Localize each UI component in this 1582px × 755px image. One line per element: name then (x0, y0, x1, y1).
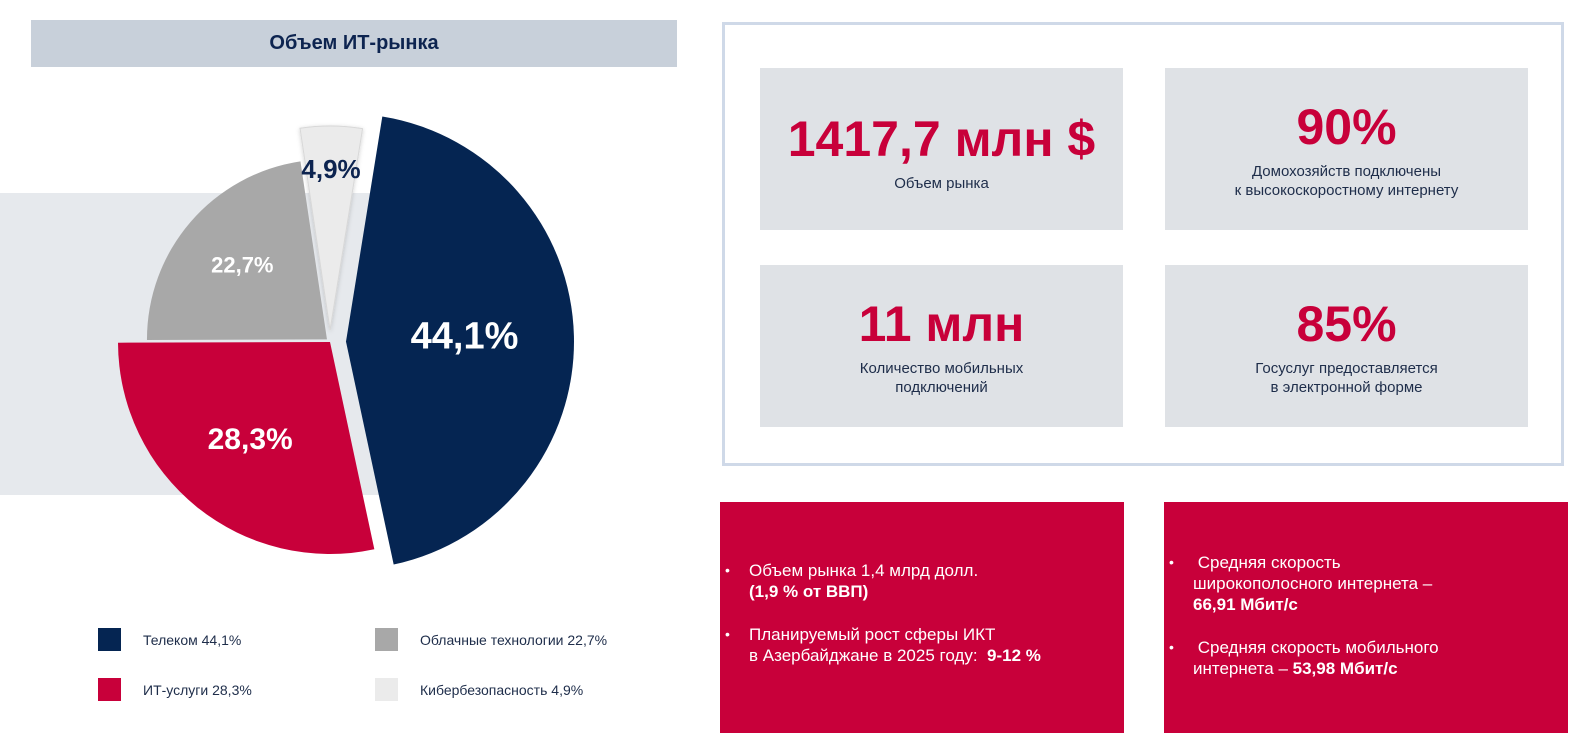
stat-value: 85% (1296, 296, 1397, 352)
stat-label: Количество мобильных подключений (859, 360, 1024, 396)
info-bullet: Объем рынка 1,4 млрд долл. (1,9 % от ВВП… (720, 560, 1124, 602)
legend-swatch-cloud (375, 628, 398, 651)
stat-value: 1417,7 млн $ (787, 111, 1096, 167)
info-bullet: Планируемый рост сферы ИКТ в Азербайджан… (720, 624, 1124, 666)
legend-item-cloud: Облачные технологии 22,7% (375, 628, 607, 651)
pie-slice-it-services (118, 342, 375, 554)
legend-label-cloud: Облачные технологии 22,7% (420, 631, 608, 648)
legend-swatch-it-services (98, 678, 121, 701)
stat-label: Госуслуг предоставляется в электронной ф… (1255, 360, 1438, 396)
pie-slice-cloud (146, 161, 327, 340)
info-bullet: Средняя скорость широкополосного интерне… (1164, 552, 1568, 615)
legend-swatch-cybersecurity (375, 678, 398, 701)
pie-slice-telecom (345, 116, 574, 565)
pie-label-cloud: 22,7% (211, 252, 273, 277)
pie-chart: 44,1% 28,3% 22,7% 4,9% (118, 116, 574, 565)
stat-value: 11 млн (858, 296, 1025, 352)
pie-label-it-services: 28,3% (208, 423, 293, 456)
pie-label-telecom: 44,1% (411, 316, 519, 358)
legend-item-cybersecurity: Кибербезопасность 4,9% (375, 678, 583, 701)
legend-swatch-telecom (98, 628, 121, 651)
stat-label: Объем рынка (894, 175, 989, 192)
stat-market-volume: 1417,7 млн $ Объем рынка (760, 68, 1123, 230)
pie-slice-cybersecurity (299, 125, 364, 331)
stat-mobile-connections: 11 млн Количество мобильных подключений (760, 265, 1123, 427)
stats-frame: 1417,7 млн $ Объем рынка 90% Домохозяйст… (722, 22, 1564, 466)
info-bullet: Средняя скорость мобильного интернета – … (1164, 637, 1568, 679)
legend-item-telecom: Телеком 44,1% (98, 628, 241, 651)
legend-item-it-services: ИТ-услуги 28,3% (98, 678, 252, 701)
info-panel-market: Объем рынка 1,4 млрд долл. (1,9 % от ВВП… (720, 502, 1124, 733)
legend-label-it-services: ИТ-услуги 28,3% (143, 681, 252, 698)
legend-label-cybersecurity: Кибербезопасность 4,9% (420, 681, 584, 698)
info-panel-internet: Средняя скорость широкополосного интерне… (1164, 502, 1568, 733)
chart-title-bar: Объем ИТ-рынка (31, 20, 677, 67)
chart-title: Объем ИТ-рынка (269, 32, 439, 54)
legend-label-telecom: Телеком 44,1% (143, 631, 242, 648)
stat-e-services: 85% Госуслуг предоставляется в электронн… (1165, 265, 1528, 427)
stat-label: Домохозяйств подключены к высокоскоростн… (1234, 163, 1459, 199)
pie-label-cybersecurity: 4,9% (301, 154, 360, 184)
stat-value: 90% (1296, 99, 1397, 155)
stat-households: 90% Домохозяйств подключены к высокоскор… (1165, 68, 1528, 230)
